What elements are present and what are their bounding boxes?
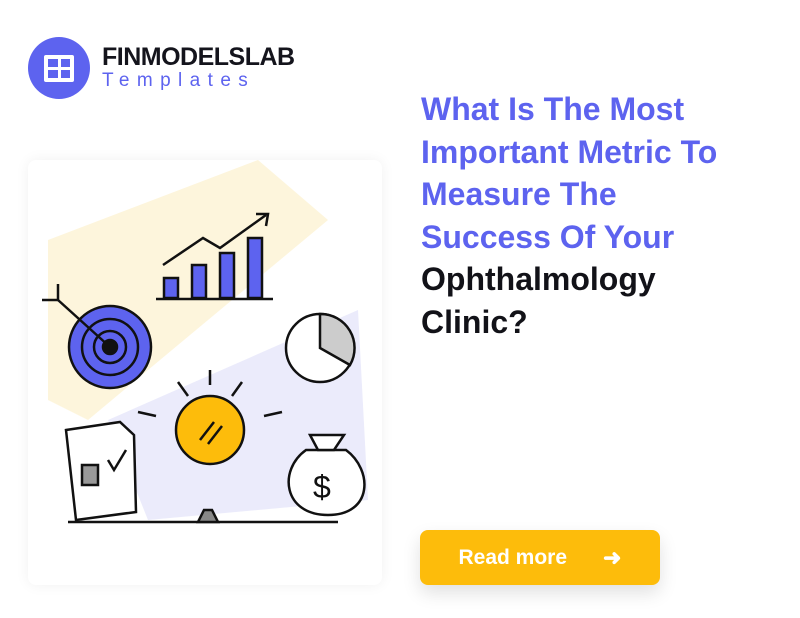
- illustration-card: $: [28, 160, 382, 585]
- coin-icon: [137, 370, 283, 466]
- bar-chart-icon: [156, 212, 273, 301]
- read-more-button[interactable]: Read more ➜: [420, 530, 660, 585]
- money-bag-icon: $: [287, 433, 366, 517]
- brand-subtitle: Templates: [102, 70, 256, 91]
- grid-icon: [28, 37, 90, 99]
- headline-line: Ophthalmology: [421, 261, 656, 297]
- arrow-right-icon: ➜: [603, 544, 622, 570]
- document-icon: [64, 420, 138, 522]
- metrics-illustration: $: [42, 160, 368, 524]
- pie-chart-icon: [284, 312, 356, 384]
- headline-line: What Is The Most: [421, 91, 685, 127]
- logo[interactable]: FINMODELSLAB Templates: [28, 37, 295, 99]
- target-icon: [42, 284, 153, 390]
- headline-line: Clinic?: [421, 303, 528, 340]
- brand-name: FINMODELSLAB: [102, 43, 295, 71]
- headline: What Is The Most Important Metric To Mea…: [421, 88, 781, 343]
- svg-text:$: $: [313, 469, 331, 505]
- headline-line: Success Of Your: [421, 218, 675, 255]
- headline-line: Important Metric To: [421, 133, 718, 170]
- scale-base-icon: [68, 508, 338, 524]
- headline-line: Measure The: [421, 176, 617, 212]
- read-more-label: Read more: [458, 545, 568, 569]
